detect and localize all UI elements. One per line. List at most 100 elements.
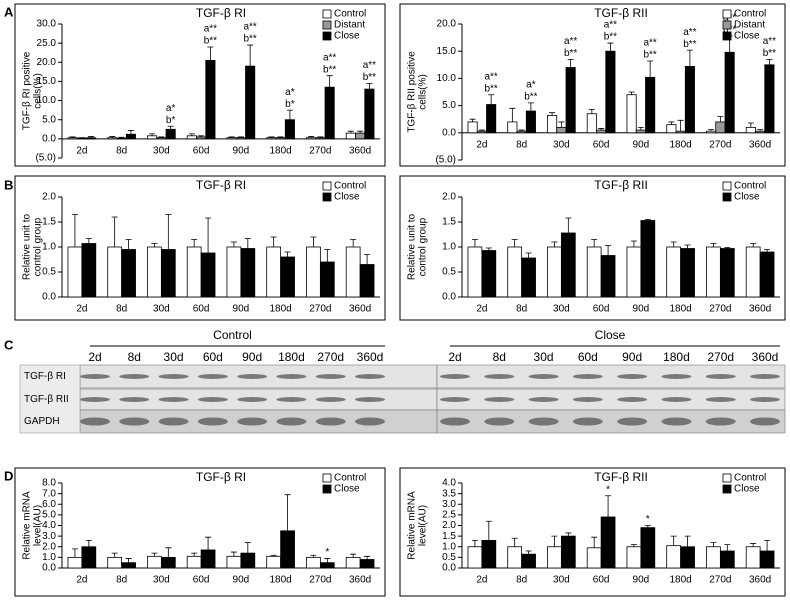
bar: [640, 220, 656, 298]
x-tick-label: 8d: [516, 575, 527, 586]
bar: [719, 550, 735, 569]
bar: [324, 86, 335, 140]
bar: [147, 555, 162, 569]
bar: [306, 137, 317, 140]
bar: [680, 546, 695, 569]
significance-label: a**: [323, 52, 336, 63]
bar: [596, 129, 607, 134]
blot-band: [750, 417, 780, 426]
bar: [266, 246, 282, 298]
significance-label: b**: [683, 39, 696, 50]
panel-frame: [399, 175, 786, 321]
legend-label: Control: [734, 9, 766, 20]
blot-band: [484, 397, 515, 402]
lane-label: 90d: [622, 350, 642, 364]
significance-label: a**: [484, 71, 497, 82]
legend-swatch: [722, 31, 732, 41]
error-bar: [151, 243, 158, 247]
bar: [160, 249, 176, 298]
blot-band: [484, 417, 515, 426]
blot-band: [617, 397, 648, 402]
bar: [364, 88, 375, 140]
error-bar: [366, 82, 373, 90]
bar: [81, 546, 97, 569]
x-tick-label: 90d: [233, 145, 250, 156]
x-tick-label: 180d: [670, 575, 692, 586]
blot-band: [484, 374, 515, 379]
error-bar: [605, 495, 612, 517]
bar: [547, 114, 558, 134]
error-bar: [750, 543, 757, 547]
significance-label: *: [606, 484, 610, 495]
error-bar: [471, 239, 478, 247]
significance-label: b**: [763, 48, 776, 59]
x-tick-label: 30d: [153, 575, 170, 586]
blot-strip: [436, 364, 786, 389]
significance-label: *: [646, 514, 650, 525]
blot-band: [355, 374, 385, 379]
error-bar: [485, 520, 492, 541]
bar: [156, 137, 167, 140]
y-tick-label: 1.5: [442, 217, 456, 228]
bar: [121, 562, 136, 569]
panel-label: A: [4, 4, 14, 19]
y-tick-label: 30.0: [37, 19, 57, 30]
bar: [507, 246, 523, 298]
error-bar: [677, 119, 684, 132]
bar: [764, 64, 775, 134]
x-tick-label: 60d: [193, 145, 210, 156]
bar: [600, 255, 616, 298]
x-tick-label: 90d: [633, 304, 650, 315]
legend-swatch: [322, 31, 332, 41]
blot-band: [197, 374, 228, 379]
y-tick-label: 0.5: [442, 267, 456, 278]
error-bar: [724, 247, 731, 249]
error-bar: [710, 243, 717, 247]
blot-band: [661, 397, 692, 402]
blot-band: [528, 374, 559, 379]
bar: [486, 104, 497, 134]
legend-label: Control: [334, 181, 366, 192]
error-bar: [191, 552, 198, 557]
bar: [160, 556, 176, 569]
significance-label: *: [325, 547, 329, 558]
x-tick-label: 8d: [516, 139, 527, 150]
x-tick-label: 90d: [233, 304, 250, 315]
lane-label: 8d: [128, 350, 141, 364]
error-bar: [85, 238, 92, 244]
bar: [86, 137, 97, 140]
legend-label: Close: [334, 484, 360, 495]
panel-frame: [399, 467, 786, 597]
error-bar: [244, 238, 251, 249]
error-bar: [71, 548, 78, 558]
x-tick-label: 2d: [76, 575, 87, 586]
error-bar: [85, 539, 92, 547]
x-tick-label: 2d: [476, 304, 487, 315]
y-tick-label: 20.0: [437, 19, 457, 30]
chart-title: TGF-β RII: [594, 178, 648, 192]
blot-band: [705, 397, 736, 402]
y-axis-label: TGF-β RI positive: [22, 51, 33, 130]
legend-swatch: [722, 9, 732, 19]
bar: [745, 126, 756, 134]
chart-title: TGF-β RII: [594, 470, 648, 484]
blot-band: [197, 417, 228, 426]
lane-label: 90d: [242, 350, 262, 364]
error-bar: [750, 243, 757, 247]
significance-label: b**: [484, 83, 497, 94]
x-tick-label: 270d: [709, 304, 731, 315]
error-bar: [565, 217, 572, 233]
lane-label: 60d: [578, 350, 598, 364]
y-tick-label: 0.0: [442, 292, 456, 303]
significance-label: a**: [763, 36, 776, 47]
lane-label: 60d: [203, 350, 223, 364]
error-bar: [591, 239, 598, 247]
error-bar: [350, 553, 357, 558]
blot-band: [750, 374, 780, 379]
blot-band: [276, 417, 307, 426]
x-tick-label: 360d: [349, 145, 371, 156]
y-axis-label: Relative mRNA: [22, 491, 33, 560]
bar: [600, 516, 616, 569]
lane-label: 30d: [164, 350, 184, 364]
bar: [715, 121, 726, 134]
